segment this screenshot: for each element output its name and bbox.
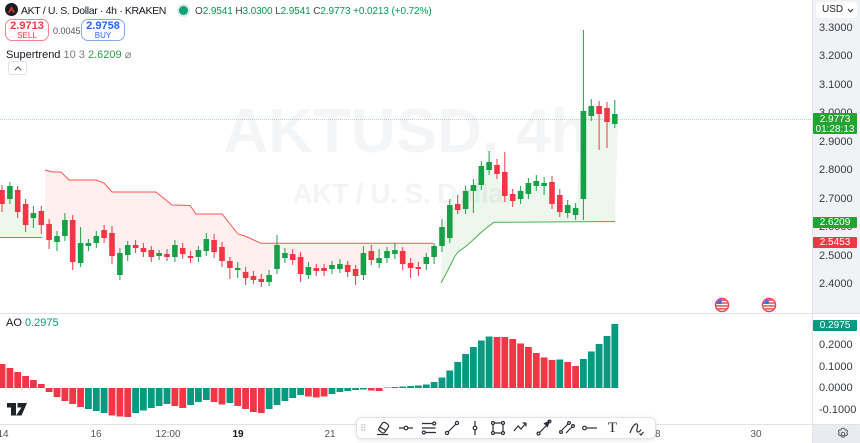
svg-text:AKT / U. S. Dollar: AKT / U. S. Dollar	[292, 178, 514, 209]
svg-text:AKTUSD, 4h: AKTUSD, 4h	[223, 97, 588, 166]
